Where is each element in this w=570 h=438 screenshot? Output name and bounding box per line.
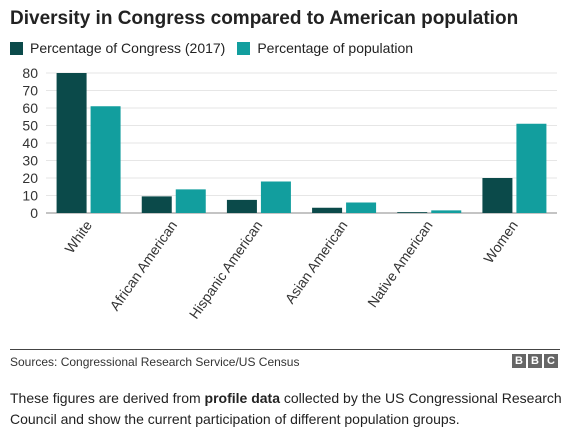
bar-population [516, 123, 547, 213]
bar-congress [482, 178, 513, 213]
y-tick-label: 20 [22, 170, 38, 186]
legend: Percentage of Congress (2017) Percentage… [10, 40, 425, 56]
legend-swatch-population [237, 41, 251, 55]
bar-congress [312, 207, 343, 213]
y-tick-label: 60 [22, 100, 38, 116]
bar-congress [226, 199, 257, 213]
logo-letter: C [544, 354, 558, 368]
legend-label-congress: Percentage of Congress (2017) [30, 40, 226, 56]
x-tick-label: Women [480, 218, 521, 266]
bar-population [90, 106, 121, 213]
y-tick-label: 0 [30, 205, 38, 221]
y-tick-label: 10 [22, 188, 38, 204]
logo-letter: B [528, 354, 542, 368]
x-tick-label: Asian American [282, 218, 351, 307]
source-text: Sources: Congressional Research Service/… [10, 355, 300, 369]
y-tick-label: 70 [22, 83, 38, 99]
footnote: These figures are derived from profile d… [10, 388, 565, 430]
footer-divider [10, 349, 560, 350]
x-tick-label: Hispanic American [186, 218, 266, 322]
y-tick-label: 50 [22, 118, 38, 134]
footnote-text-end: collected by the US Congressional Resear… [10, 390, 562, 427]
bar-population [260, 181, 291, 213]
legend-label-population: Percentage of population [257, 40, 414, 56]
x-tick-label: African American [106, 218, 180, 314]
bar-congress [141, 196, 172, 213]
x-tick-label: Native American [364, 218, 436, 311]
bar-population [431, 210, 462, 213]
legend-swatch-congress [10, 41, 23, 55]
bbc-logo: B B C [510, 354, 558, 368]
logo-letter: B [512, 354, 526, 368]
footnote-text-start: These figures are derived from [10, 390, 205, 406]
x-tick-label: White [61, 217, 95, 256]
legend-item-population: Percentage of population [237, 40, 413, 56]
bar-population [346, 202, 377, 213]
chart-title: Diversity in Congress compared to Americ… [10, 8, 519, 29]
y-tick-label: 30 [22, 153, 38, 169]
legend-item-congress: Percentage of Congress (2017) [10, 40, 225, 56]
y-tick-label: 80 [22, 65, 38, 81]
bar-congress [397, 212, 428, 213]
bar-congress [56, 73, 87, 213]
bar-population [175, 189, 206, 213]
profile-data-link[interactable]: profile data [204, 390, 280, 406]
y-tick-label: 40 [22, 135, 38, 151]
